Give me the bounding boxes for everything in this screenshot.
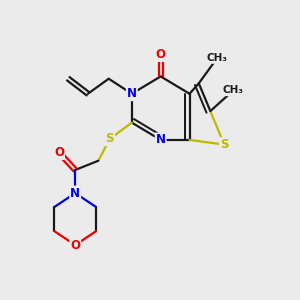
Text: O: O	[54, 146, 64, 159]
Text: S: S	[220, 138, 229, 151]
Text: CH₃: CH₃	[207, 53, 228, 63]
Text: CH₃: CH₃	[223, 85, 244, 95]
Text: N: N	[70, 187, 80, 200]
Text: N: N	[127, 87, 137, 100]
Text: O: O	[156, 48, 166, 61]
Text: O: O	[70, 238, 80, 252]
Text: S: S	[106, 132, 114, 145]
Text: N: N	[156, 134, 166, 146]
